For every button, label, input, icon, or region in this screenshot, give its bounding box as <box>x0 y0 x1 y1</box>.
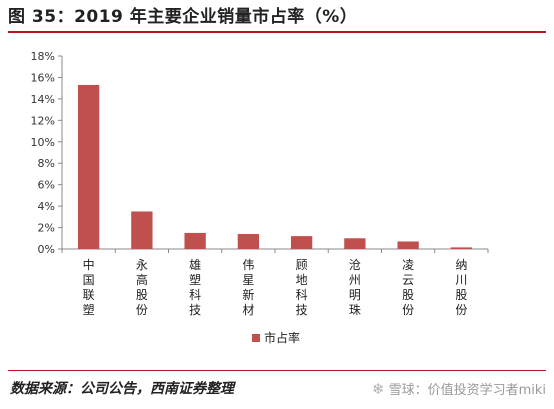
bar-8 <box>450 247 473 249</box>
y-tick-label: 18% <box>31 50 55 63</box>
chart-title: 图 35：2019 年主要企业销量市占率（%） <box>8 7 358 27</box>
y-tick-label: 2% <box>38 222 55 235</box>
y-tick-label: 8% <box>38 157 55 170</box>
y-tick-label: 0% <box>38 243 55 256</box>
y-tick-label: 14% <box>31 93 55 106</box>
bar-1 <box>77 84 100 249</box>
bar-6 <box>344 238 366 249</box>
x-category-label: 凌云股份 <box>402 258 414 317</box>
data-source-note: 数据来源：公司公告，西南证券整理 <box>10 381 234 397</box>
watermark-text: 雪球：价值投资学习者miki <box>388 383 546 398</box>
footer-divider <box>8 370 546 371</box>
y-tick-label: 4% <box>38 200 55 213</box>
y-tick-label: 16% <box>31 71 55 84</box>
bar-7 <box>397 241 419 249</box>
title-divider <box>8 31 546 33</box>
x-category-label: 纳川股份 <box>455 258 467 317</box>
x-category-label: 伟星新材 <box>242 258 254 317</box>
bar-chart: 0% 2% 4% 6% 8% 10% 12% 14% 16% 18% 中国联塑 永高股份 雄塑科技 伟星新… <box>31 50 489 345</box>
bar-4 <box>237 233 260 249</box>
y-tick-label: 6% <box>38 179 55 192</box>
legend-label: 市占率 <box>264 330 300 345</box>
watermark: ❄ 雪球：价值投资学习者miki <box>372 379 546 399</box>
y-tick-label: 10% <box>31 136 55 149</box>
x-category-label: 沧州明珠 <box>349 257 361 317</box>
legend-swatch <box>252 334 260 342</box>
bar-2 <box>131 211 153 249</box>
x-category-label: 永高股份 <box>136 258 148 317</box>
y-tick-label: 12% <box>31 114 55 127</box>
x-category-label: 中国联塑 <box>83 257 95 317</box>
x-category-label: 顾地科技 <box>296 258 308 317</box>
snowball-icon: ❄ <box>372 379 385 398</box>
x-category-label: 雄塑科技 <box>189 257 201 317</box>
bar-5 <box>290 236 313 249</box>
bar-3 <box>184 232 206 249</box>
